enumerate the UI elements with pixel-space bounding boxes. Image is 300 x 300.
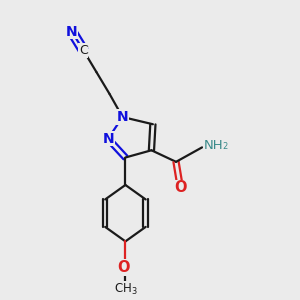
Text: O: O [174,180,187,195]
Text: N: N [102,132,114,146]
Text: NH: NH [203,140,223,152]
Text: N: N [117,110,128,124]
Text: N: N [66,25,78,39]
Text: $_2$: $_2$ [222,140,228,152]
Text: C: C [79,44,88,57]
Text: CH$_3$: CH$_3$ [114,281,137,297]
Text: O: O [118,260,130,275]
